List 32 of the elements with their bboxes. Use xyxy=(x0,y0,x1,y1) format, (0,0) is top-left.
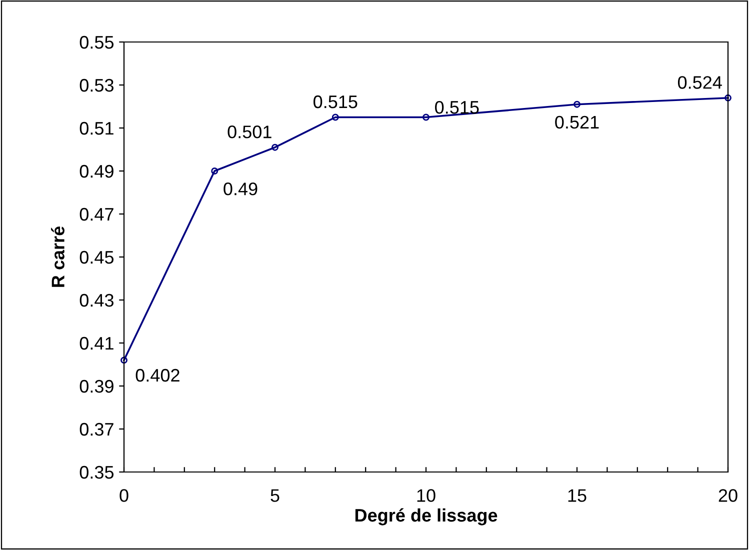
data-label: 0.49 xyxy=(224,182,258,196)
y-tick-label: 0.35 xyxy=(80,466,114,479)
x-tick-label: 10 xyxy=(417,489,436,502)
y-tick-label: 0.49 xyxy=(80,164,114,178)
point xyxy=(724,94,732,102)
point xyxy=(422,114,430,121)
point xyxy=(574,100,580,108)
point xyxy=(332,114,339,121)
data-label: 0.501 xyxy=(228,126,272,138)
y-tick-label: 0.37 xyxy=(80,422,114,436)
y-tick-label: 0.43 xyxy=(80,294,114,307)
x-tick-label: 15 xyxy=(568,489,586,502)
y-tick-label: 0.51 xyxy=(80,122,114,135)
x-axis-title: Degré de lissage xyxy=(355,508,498,526)
data-label: 0.515 xyxy=(314,95,358,108)
y-tick-label: 0.55 xyxy=(80,36,114,49)
y-tick-label: 0.41 xyxy=(80,336,114,350)
point xyxy=(211,168,218,174)
x-tick-label: 20 xyxy=(718,489,738,502)
data-label: 0.402 xyxy=(136,368,180,382)
point xyxy=(120,356,128,364)
y-tick-label: 0.45 xyxy=(80,250,114,264)
data-label: 0.521 xyxy=(555,116,599,129)
point xyxy=(272,144,278,151)
y-tick-label: 0.47 xyxy=(80,208,114,221)
x-tick-label: 5 xyxy=(270,489,280,502)
data-label: 0.515 xyxy=(435,100,479,114)
y-axis-title: R carré xyxy=(51,226,64,287)
y-tick-label: 0.39 xyxy=(80,380,114,393)
x-tick-label: 0 xyxy=(120,489,128,502)
data-label: 0.524 xyxy=(678,76,722,89)
y-tick-label: 0.53 xyxy=(80,78,114,92)
